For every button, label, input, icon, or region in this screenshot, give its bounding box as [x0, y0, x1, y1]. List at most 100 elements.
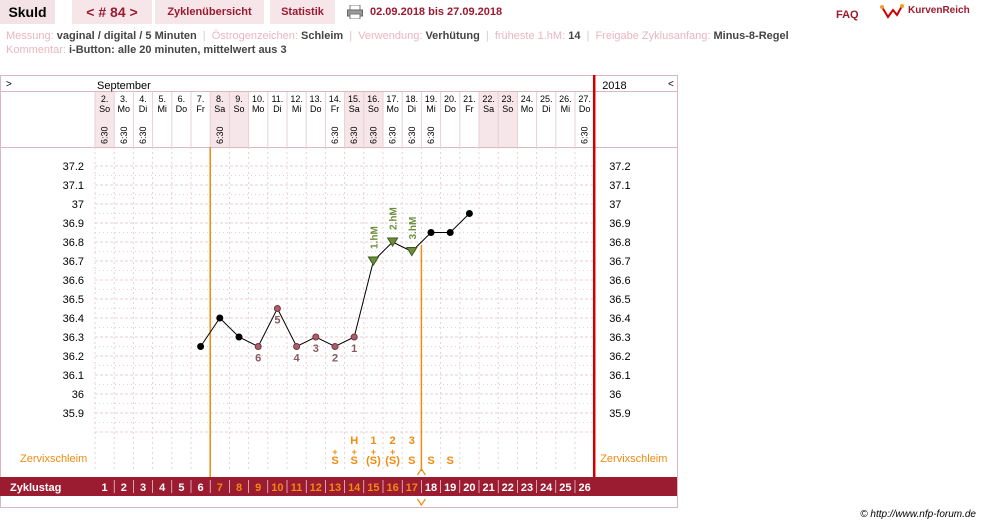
mucus-label-right: Zervixschleim [600, 453, 667, 465]
y-tick-left: 36.1 [63, 370, 84, 382]
separator: | [202, 30, 206, 42]
day-weekday: So [99, 104, 110, 114]
day-date: 3. [120, 94, 128, 104]
day-date: 12. [290, 94, 303, 104]
mucus-plus: + [332, 447, 337, 457]
temperature-point [235, 333, 243, 341]
temperature-chart: > September 2018 <2.So6:303.Mo6:304.Di6:305… [0, 75, 678, 508]
y-tick-right: 36.2 [609, 351, 630, 363]
y-tick-right: 36.7 [609, 256, 630, 268]
cycle-day-number: 20 [463, 482, 475, 494]
temperature-point [216, 314, 224, 322]
cycle-day-number: 8 [236, 482, 242, 494]
y-tick-right: 36.4 [609, 313, 630, 325]
weekend-shade [479, 92, 499, 147]
day-weekday: Mi [292, 104, 302, 114]
day-weekday: Di [139, 104, 148, 114]
cycle-day-number: 25 [559, 482, 571, 494]
measure-time: 6:30 [138, 126, 148, 144]
day-weekday: Fr [331, 104, 340, 114]
high-measure-label: 2.hM [389, 207, 400, 230]
y-tick-right: 37.2 [609, 161, 630, 173]
day-date: 14. [329, 94, 342, 104]
weekend-shade [229, 92, 249, 147]
day-date: 10. [252, 94, 265, 104]
day-date: 18. [406, 94, 419, 104]
estrogen-label: Östrogenzeichen: [211, 30, 298, 42]
y-tick-right: 36 [609, 389, 621, 401]
y-tick-left: 36.3 [63, 332, 84, 344]
printer-icon[interactable] [347, 5, 363, 19]
y-tick-left: 37 [72, 199, 84, 211]
high-measure-point [367, 256, 380, 266]
separator: | [349, 30, 353, 42]
measure-time: 6:30 [330, 126, 340, 144]
mucus-symbol: (S) [366, 455, 381, 467]
day-date: 11. [271, 94, 283, 104]
high-measure-point [405, 247, 418, 257]
low-measure-label: 4 [294, 353, 301, 365]
day-weekday: Mo [118, 104, 131, 114]
cycle-day-number: 14 [348, 482, 361, 494]
faq-link[interactable]: FAQ [836, 9, 859, 21]
cycle-day-number: 26 [578, 482, 590, 494]
y-tick-right: 35.9 [609, 408, 630, 420]
statistics-tab[interactable]: Statistik [270, 0, 335, 24]
day-weekday: Sa [214, 104, 225, 114]
mucus-symbol: S [408, 455, 415, 467]
month-label: September [97, 80, 151, 92]
kurvenreich-logo-icon[interactable] [880, 3, 904, 21]
day-date: 13. [310, 94, 323, 104]
mucus-symbol: (S) [385, 455, 400, 467]
y-tick-right: 36.3 [609, 332, 630, 344]
cycle-day-number: 10 [271, 482, 283, 494]
logo-text[interactable]: KurvenReich [908, 5, 970, 16]
mucus-peak-count: 1 [370, 435, 376, 447]
cycle-day-number: 16 [386, 482, 398, 494]
day-date: 26. [559, 94, 572, 104]
day-date: 15. [348, 94, 361, 104]
cycle-day-number: 13 [329, 482, 341, 494]
day-weekday: Mo [521, 104, 534, 114]
info-row-1: Messung: vaginal / digital / 5 Minuten |… [6, 30, 789, 42]
day-weekday: So [233, 104, 244, 114]
mucus-plus: + [390, 447, 395, 457]
low-measure-label: 1 [351, 343, 357, 355]
day-weekday: Di [273, 104, 282, 114]
y-tick-left: 35.9 [63, 408, 84, 420]
release-label: Freigabe Zyklusanfang: [595, 30, 711, 42]
day-date: 5. [158, 94, 166, 104]
cycle-navigator[interactable]: < # 84 > [72, 0, 152, 24]
day-weekday: Di [408, 104, 417, 114]
info-row-2: Kommentar: i-Button: alle 20 minuten, mi… [6, 44, 287, 56]
comment-value: i-Button: alle 20 minuten, mittelwert au… [68, 44, 287, 56]
y-tick-right: 36.5 [609, 294, 630, 306]
day-weekday: Mi [561, 104, 571, 114]
weekend-shade [210, 92, 230, 147]
measure-time: 6:30 [119, 126, 129, 144]
evaluation-marker [416, 467, 426, 476]
measure-label: Messung: [6, 30, 54, 42]
weekend-shade [344, 92, 364, 147]
y-tick-left: 36.2 [63, 351, 84, 363]
high-measure-label: 1.hM [369, 226, 380, 249]
day-weekday: Di [542, 104, 551, 114]
usage-label: Verwendung: [358, 30, 423, 42]
mucus-plus: + [371, 447, 376, 457]
temperature-point [446, 229, 454, 236]
low-measure-label: 2 [332, 353, 338, 365]
cycle-day-number: 11 [291, 482, 303, 494]
scroll-left-arrow: > [6, 79, 12, 90]
cycle-day-number: 22 [502, 482, 514, 494]
comment-label: Kommentar: [6, 44, 66, 56]
day-weekday: Do [444, 104, 456, 114]
y-tick-left: 37.2 [63, 161, 84, 173]
separator: | [586, 30, 590, 42]
measure-time: 6:30 [100, 126, 110, 144]
cycle-overview-tab[interactable]: Zyklenübersicht [155, 0, 264, 24]
separator: | [485, 30, 489, 42]
temperature-point [273, 305, 281, 312]
high-measure-label: 3.hM [408, 217, 419, 240]
temperature-point [293, 343, 301, 350]
measure-value: vaginal / digital / 5 Minuten [56, 30, 197, 42]
